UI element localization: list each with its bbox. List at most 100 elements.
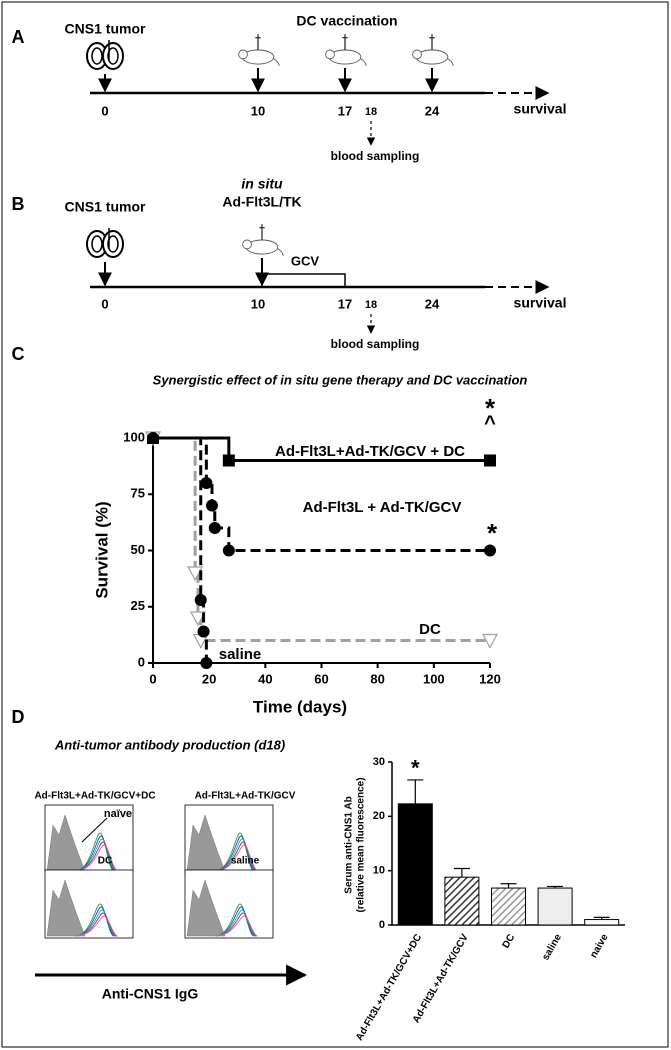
- y-tick-label: 0: [138, 654, 145, 669]
- panel-label: B: [12, 194, 25, 214]
- x-axis-label: Time (days): [253, 697, 347, 716]
- timeline-title: CNS1 tumor: [65, 199, 146, 215]
- timeline-tick: 0: [101, 296, 108, 311]
- bar: [537, 887, 573, 926]
- x-tick-label: saline: [540, 932, 564, 962]
- marker: [200, 657, 213, 669]
- timeline-end: survival: [514, 101, 567, 117]
- mouse-icon: [241, 223, 284, 257]
- marker: [222, 544, 235, 557]
- histogram-curve: [214, 838, 256, 872]
- histogram-curve: [214, 844, 258, 872]
- marker: [189, 611, 206, 627]
- bar: [491, 887, 526, 926]
- histogram-curve: [214, 841, 257, 872]
- x-tick-label: 40: [258, 671, 272, 686]
- series-label: Ad-Flt3L + Ad-TK/GCV: [303, 499, 462, 516]
- y-tick-label: 30: [373, 756, 385, 768]
- x-tick-label: 60: [314, 671, 328, 686]
- histogram-curve: [214, 909, 256, 937]
- timeline-tick: 18: [365, 106, 377, 118]
- bar: [444, 876, 480, 926]
- gcv-label: GCV: [291, 253, 320, 268]
- treatment-label: Ad-Flt3L/TK: [222, 194, 301, 210]
- bar: [397, 803, 433, 926]
- y-axis-label: Serum anti-CNS1 Ab: [344, 796, 355, 893]
- histogram-label: saline: [231, 856, 260, 867]
- histogram-curve: [214, 835, 255, 872]
- series-label: Ad-Flt3L+Ad-TK/GCV + DC: [275, 443, 465, 460]
- marker: [205, 499, 218, 512]
- histogram-curve: [74, 841, 117, 872]
- marker: [197, 625, 210, 638]
- naive-label: naïve: [104, 808, 132, 820]
- x-tick-label: naive: [588, 932, 611, 960]
- timeline-tick: 0: [101, 103, 108, 118]
- histogram-label: DC: [98, 856, 112, 867]
- marker: [484, 544, 496, 557]
- y-tick-label: 50: [131, 542, 145, 557]
- survival-line: [153, 436, 490, 642]
- histogram-curve: [214, 832, 254, 872]
- mouse-icon: [324, 33, 367, 67]
- histogram-curve: [214, 915, 258, 937]
- histogram-curve: [74, 909, 116, 937]
- chart-title: Synergistic effect of in situ gene thera…: [153, 372, 528, 387]
- y-tick-label: 25: [131, 598, 145, 613]
- panel-title: Anti-tumor antibody production (d18): [54, 737, 285, 752]
- gcv-bracket: [261, 273, 346, 287]
- brain-icon: [86, 228, 124, 258]
- timeline-tick: 17: [338, 296, 352, 311]
- annotation: *: [485, 393, 496, 423]
- histogram-curve: [74, 903, 114, 937]
- marker: [194, 594, 207, 606]
- histogram-curve: [74, 906, 115, 937]
- histogram-curve: [214, 903, 254, 937]
- panel-label: A: [12, 27, 25, 47]
- panel-label: D: [12, 707, 25, 727]
- x-tick-label: 100: [423, 671, 445, 686]
- marker: [484, 454, 496, 467]
- sampling-label: blood sampling: [331, 337, 420, 351]
- brain-icon: [86, 40, 124, 70]
- y-tick-label: 75: [131, 486, 145, 501]
- timeline-title: DC vaccination: [296, 13, 397, 29]
- x-axis-label: Anti-CNS1 IgG: [102, 986, 199, 1002]
- timeline-tick: 17: [338, 103, 352, 118]
- histogram-curve: [74, 912, 117, 937]
- x-tick-label: 0: [149, 671, 156, 686]
- marker: [481, 633, 499, 649]
- marker: [147, 432, 159, 444]
- x-tick-label: Ad-Flt3L+Ad-TK/GCV+DC: [354, 932, 424, 1042]
- y-axis-label: (relative mean fluorescence): [356, 777, 367, 912]
- mouse-icon: [411, 33, 454, 67]
- histogram-curve: [74, 844, 118, 872]
- timeline-tick: 10: [251, 103, 265, 118]
- panel-label: C: [12, 344, 25, 364]
- timeline-tick: 18: [365, 299, 377, 311]
- marker: [208, 522, 221, 534]
- y-tick-label: 10: [373, 865, 385, 877]
- mouse-icon: [237, 33, 280, 67]
- y-tick-label: 100: [123, 429, 145, 444]
- histogram-curve: [214, 912, 257, 937]
- sampling-label: blood sampling: [331, 149, 420, 163]
- naive-pointer: [81, 817, 108, 843]
- histogram-curve: [74, 832, 114, 872]
- marker: [187, 566, 204, 582]
- x-tick-label: Ad-Flt3L+Ad-TK/GCV: [411, 932, 471, 1025]
- histogram-curve: [74, 915, 118, 937]
- timeline-tick: 24: [425, 103, 440, 118]
- x-tick-label: DC: [501, 932, 518, 950]
- series-label: saline: [219, 646, 262, 663]
- treatment-label: in situ: [241, 176, 283, 192]
- histogram-curve: [214, 906, 255, 937]
- bar: [584, 919, 620, 926]
- histogram-curve: [74, 835, 115, 872]
- annotation: *: [487, 518, 498, 548]
- histogram-curve: [74, 838, 116, 872]
- x-tick-label: 80: [370, 671, 384, 686]
- marker: [222, 454, 235, 467]
